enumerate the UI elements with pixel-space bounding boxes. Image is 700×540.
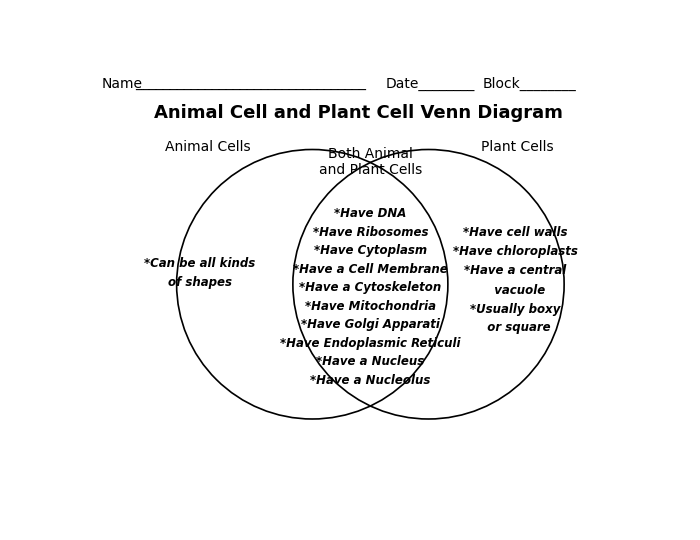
Text: *Can be all kinds
of shapes: *Can be all kinds of shapes bbox=[144, 256, 256, 289]
Text: Block________: Block________ bbox=[483, 77, 577, 91]
Text: Animal Cells: Animal Cells bbox=[164, 140, 251, 154]
Text: *Have DNA
*Have Ribosomes
*Have Cytoplasm
*Have a Cell Membrane
*Have a Cytoskel: *Have DNA *Have Ribosomes *Have Cytoplas… bbox=[280, 207, 461, 387]
Text: Name: Name bbox=[102, 77, 143, 91]
Text: Plant Cells: Plant Cells bbox=[482, 140, 554, 154]
Text: Animal Cell and Plant Cell Venn Diagram: Animal Cell and Plant Cell Venn Diagram bbox=[154, 104, 564, 122]
Text: *Have cell walls
*Have chloroplasts
*Have a central
  vacuole
*Usually boxy
  or: *Have cell walls *Have chloroplasts *Hav… bbox=[453, 226, 578, 334]
Text: Date________: Date________ bbox=[386, 77, 475, 91]
Text: _________________________________: _________________________________ bbox=[136, 77, 367, 91]
Text: Both Animal
and Plant Cells: Both Animal and Plant Cells bbox=[318, 147, 422, 177]
